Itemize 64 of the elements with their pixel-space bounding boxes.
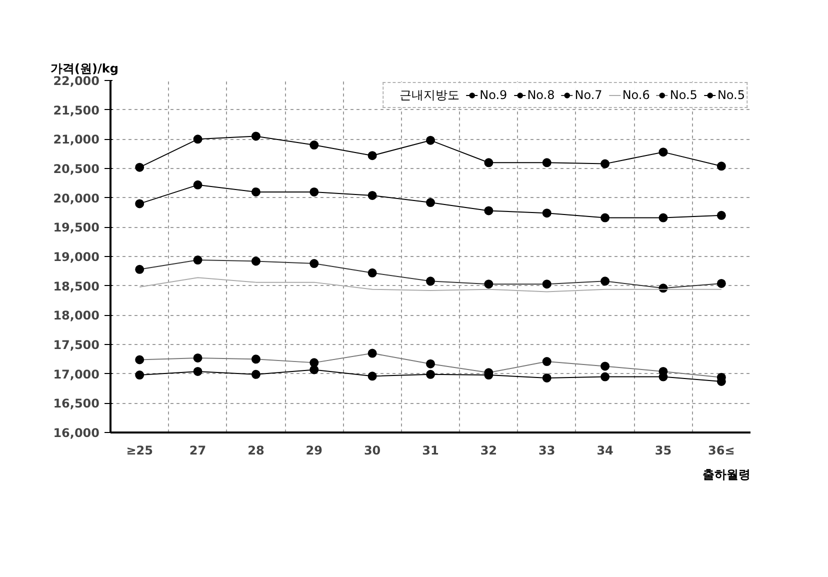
- legend-label: No.8: [527, 88, 555, 102]
- x-tick-label: 32: [480, 444, 498, 458]
- y-tick-label: 17,500: [53, 338, 100, 352]
- point: [600, 372, 610, 382]
- point: [310, 187, 319, 196]
- x-tick-label: 33: [538, 444, 556, 458]
- y-tick-label: 17,000: [53, 367, 100, 382]
- y-tick-label: 16,000: [53, 426, 100, 440]
- x-tick-label: 31: [422, 444, 439, 458]
- legend-label: No.5: [717, 88, 745, 102]
- y-tick-label: 18,000: [53, 308, 100, 323]
- x-tick-label: 29: [306, 444, 322, 458]
- point: [310, 140, 319, 150]
- y-tick-label: 21,000: [53, 132, 100, 147]
- point: [600, 213, 610, 222]
- point: [368, 372, 377, 381]
- point: [251, 370, 260, 379]
- y-tick-label: 18,500: [53, 279, 100, 294]
- y-tick-label: 22,000: [53, 74, 100, 88]
- y-axis-title: 가격(원)/kg: [50, 62, 118, 76]
- x-tick-label: ≥25: [126, 444, 153, 458]
- point: [426, 370, 435, 379]
- point: [542, 158, 552, 168]
- legend-title: 근내지방도: [400, 86, 460, 104]
- point: [251, 132, 260, 141]
- y-tick-label: 19,000: [53, 250, 100, 264]
- y-tick-label: 19,500: [53, 220, 100, 235]
- point: [426, 198, 435, 208]
- point: [368, 190, 377, 200]
- point: [542, 208, 552, 218]
- point: [193, 180, 202, 190]
- y-tick-label: 16,500: [53, 396, 100, 411]
- point: [135, 370, 144, 380]
- legend-label: No.6: [622, 88, 650, 102]
- point: [426, 136, 435, 145]
- point: [716, 162, 726, 171]
- point: [368, 151, 377, 160]
- line-series: [139, 277, 722, 292]
- x-tick-label: 35: [654, 444, 672, 458]
- point: [542, 373, 552, 382]
- y-tick-label: 21,500: [53, 103, 100, 118]
- point: [135, 199, 144, 208]
- point: [658, 213, 668, 222]
- y-tick-label: 20,500: [53, 162, 100, 176]
- x-tick-label: 34: [596, 444, 614, 458]
- x-tick-label: 36≤: [708, 444, 735, 458]
- point: [135, 162, 144, 172]
- x-axis-title: 출하월령: [702, 468, 750, 482]
- point: [716, 210, 726, 220]
- x-tick-label: 27: [189, 444, 206, 458]
- legend-label: No.9: [480, 88, 508, 102]
- x-tick-label: 30: [364, 444, 381, 458]
- x-tick-label: 28: [248, 444, 264, 458]
- point: [310, 365, 319, 374]
- point: [251, 187, 260, 196]
- point: [484, 206, 494, 216]
- y-tick-label: 20,000: [53, 191, 100, 206]
- legend-label: No.5: [670, 88, 698, 102]
- legend-label: No.7: [574, 88, 602, 102]
- point: [484, 158, 494, 168]
- point: [600, 159, 610, 168]
- point: [193, 134, 202, 144]
- point: [193, 366, 202, 376]
- point: [658, 148, 668, 157]
